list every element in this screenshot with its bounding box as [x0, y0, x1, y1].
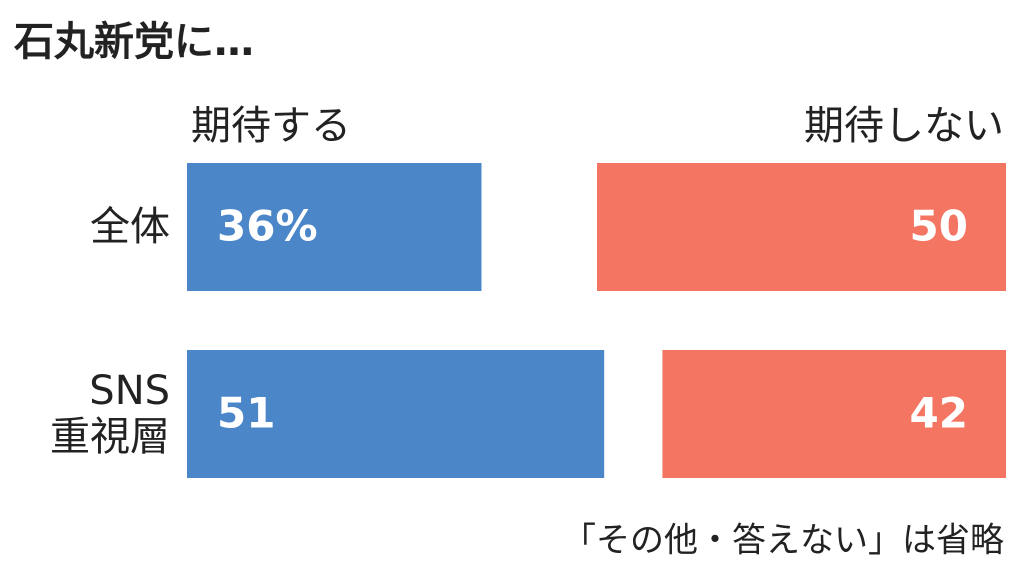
legend-label: 期待しない [804, 103, 1004, 149]
bar [662, 350, 1006, 478]
legend-label: 期待する [191, 103, 351, 149]
bar [187, 350, 605, 478]
bar [187, 163, 482, 291]
value-label: 36% [217, 202, 318, 251]
value-label: 42 [910, 389, 968, 438]
bar [597, 163, 1006, 291]
value-label: 51 [217, 389, 275, 438]
value-label: 50 [910, 202, 968, 251]
note: 「その他・答えない」は省略 [562, 521, 1004, 561]
category-label: 全体 [90, 204, 170, 250]
chart-title: 石丸新党に… [14, 19, 254, 65]
category-label: SNS 重視層 [50, 368, 170, 460]
